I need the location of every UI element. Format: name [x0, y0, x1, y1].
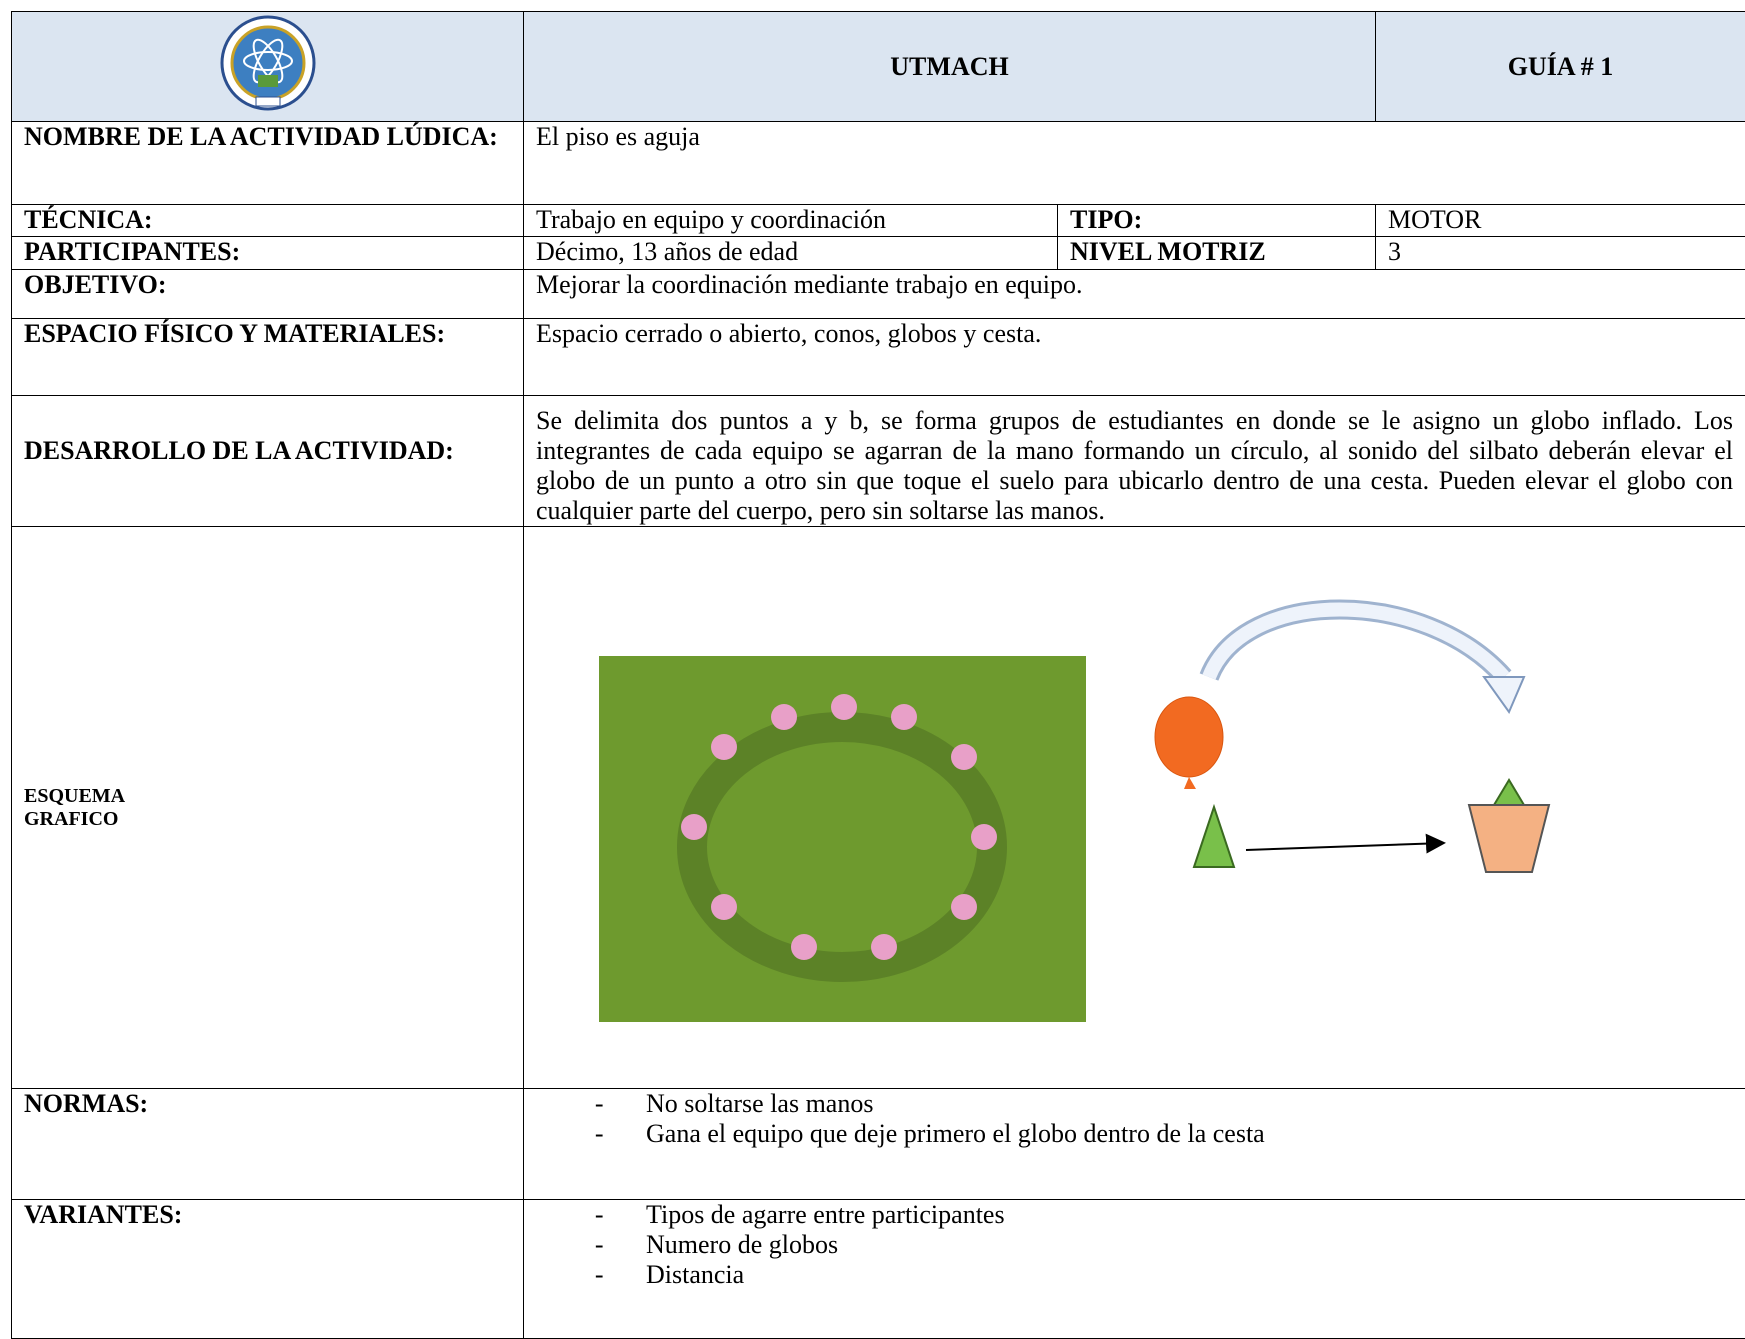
list-item: No soltarse las manos: [636, 1089, 1733, 1119]
label: VARIANTES:: [12, 1200, 524, 1339]
scheme-cell: [524, 526, 1745, 1089]
label: TÉCNICA:: [12, 205, 524, 237]
label: OBJETIVO:: [12, 270, 524, 319]
header-guide: GUÍA # 1: [1376, 12, 1745, 122]
list-item: Numero de globos: [636, 1230, 1733, 1260]
label: NOMBRE DE LA ACTIVIDAD LÚDICA:: [12, 122, 524, 205]
value: Trabajo en equipo y coordinación: [524, 205, 1058, 237]
label: NIVEL MOTRIZ: [1058, 237, 1376, 270]
label: PARTICIPANTES:: [12, 237, 524, 270]
scheme-label: ESQUEMA GRAFICO: [24, 785, 174, 831]
value: MOTOR: [1376, 205, 1745, 237]
variants-list: Tipos de agarre entre participantesNumer…: [536, 1200, 1733, 1290]
rules-list: No soltarse las manosGana el equipo que …: [536, 1089, 1733, 1149]
label: ESPACIO FÍSICO Y MATERIALES:: [12, 319, 524, 396]
value: Décimo, 13 años de edad: [524, 237, 1058, 270]
list-cell: No soltarse las manosGana el equipo que …: [524, 1089, 1745, 1200]
header-row: UTMACH GUÍA # 1: [12, 12, 1745, 122]
value: El piso es aguja: [524, 122, 1745, 205]
logo-cell: [12, 12, 524, 122]
value: 3: [1376, 237, 1745, 270]
value: Espacio cerrado o abierto, conos, globos…: [524, 319, 1745, 396]
list-item: Tipos de agarre entre participantes: [636, 1200, 1733, 1230]
header-title: UTMACH: [524, 12, 1376, 122]
scheme: [524, 527, 1745, 1082]
logo: [218, 13, 318, 113]
diagram: [1155, 609, 1549, 872]
value: Mejorar la coordinación mediante trabajo…: [524, 270, 1745, 319]
label: DESARROLLO DE LA ACTIVIDAD:: [12, 396, 524, 527]
label: TIPO:: [1058, 205, 1376, 237]
list-item: Gana el equipo que deje primero el globo…: [636, 1119, 1733, 1149]
activity-sheet: UTMACH GUÍA # 1 NOMBRE DE LA ACTIVIDAD L…: [11, 11, 1745, 1339]
label: NORMAS:: [12, 1089, 524, 1200]
list-cell: Tipos de agarre entre participantesNumer…: [524, 1200, 1745, 1339]
photo: [599, 656, 1086, 1022]
label: ESQUEMA GRAFICO: [12, 526, 524, 1089]
list-item: Distancia: [636, 1260, 1733, 1290]
value: Se delimita dos puntos a y b, se forma g…: [524, 396, 1745, 527]
